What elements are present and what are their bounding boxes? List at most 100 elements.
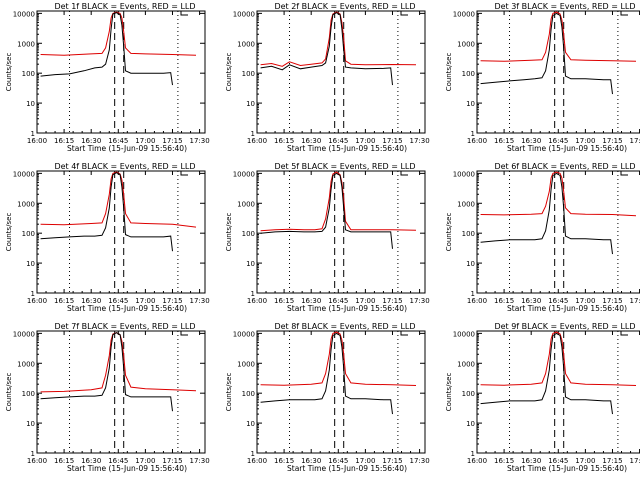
x-tick-label: 17:15 <box>162 137 182 145</box>
x-tick-label: 17:00 <box>355 137 375 145</box>
y-axis-label: Counts/sec <box>445 213 453 252</box>
x-tick-label: 16:30 <box>521 297 541 305</box>
plot-frame <box>36 330 206 454</box>
x-tick-label: 17:30 <box>409 137 429 145</box>
x-tick-label: 16:15 <box>54 137 74 145</box>
lld-series-line <box>40 11 197 56</box>
plot-frame <box>36 170 206 294</box>
y-tick-label: 1 <box>471 130 475 138</box>
y-tick-label: 100 <box>242 70 255 78</box>
panel-title: Det 4f BLACK = Events, RED = LLD <box>54 162 195 171</box>
x-tick-label: 16:45 <box>548 297 568 305</box>
panel-title: Det 5f BLACK = Events, RED = LLD <box>274 162 415 171</box>
y-axis-label: Counts/sec <box>225 213 233 252</box>
x-axis-label: Start Time (15-Jun-09 15:56:40) <box>287 144 407 153</box>
panel-title: Det 7f BLACK = Events, RED = LLD <box>54 322 195 331</box>
y-tick-label: 10000 <box>453 330 475 338</box>
x-tick-label: 17:30 <box>629 137 640 145</box>
y-axis-label: Counts/sec <box>445 53 453 92</box>
lld-series-line <box>260 11 417 67</box>
y-tick-label: 10000 <box>13 10 35 18</box>
y-tick-label: 1 <box>251 450 255 458</box>
x-tick-label: 16:15 <box>494 137 514 145</box>
y-tick-label: 1000 <box>17 360 35 368</box>
x-tick-label: 17:15 <box>382 137 402 145</box>
events-series-line <box>40 332 173 412</box>
plot-frame <box>256 330 426 454</box>
x-tick-label: 17:15 <box>602 137 622 145</box>
y-tick-label: 10000 <box>453 10 475 18</box>
y-tick-label: 100 <box>22 70 35 78</box>
plot-frame <box>36 10 206 134</box>
x-tick-label: 16:15 <box>274 297 294 305</box>
panel-title: Det 9f BLACK = Events, RED = LLD <box>494 322 635 331</box>
x-tick-label: 17:30 <box>189 137 209 145</box>
x-tick-label: 17:15 <box>382 457 402 465</box>
y-tick-label: 10 <box>246 260 255 268</box>
x-tick-label: 16:45 <box>548 457 568 465</box>
corner-mark <box>400 11 408 16</box>
y-tick-label: 100 <box>462 230 475 238</box>
x-tick-label: 16:45 <box>108 297 128 305</box>
panel-det-1: Det 1f BLACK = Events, RED = LLD 16:00 16:… <box>5 2 210 153</box>
x-tick-label: 16:45 <box>328 297 348 305</box>
corner-mark <box>400 331 408 336</box>
x-tick-label: 16:15 <box>494 457 514 465</box>
events-series-line <box>480 12 613 95</box>
lld-series-line <box>480 11 637 62</box>
x-tick-label: 16:00 <box>27 297 47 305</box>
lld-series-line <box>40 332 197 393</box>
panel-det-7: Det 7f BLACK = Events, RED = LLD 16:00 16:… <box>5 322 210 473</box>
x-tick-label: 16:30 <box>301 457 321 465</box>
x-tick-label: 17:15 <box>602 457 622 465</box>
x-tick-label: 17:00 <box>575 457 595 465</box>
x-tick-label: 17:00 <box>355 457 375 465</box>
x-tick-label: 16:00 <box>27 457 47 465</box>
x-tick-label: 16:00 <box>467 457 487 465</box>
y-tick-label: 1000 <box>457 360 475 368</box>
y-tick-label: 100 <box>462 70 475 78</box>
y-axis-label: Counts/sec <box>5 373 13 412</box>
panel-title: Det 8f BLACK = Events, RED = LLD <box>274 322 415 331</box>
x-tick-label: 17:00 <box>135 137 155 145</box>
corner-mark <box>620 171 628 176</box>
x-axis-label: Start Time (15-Jun-09 15:56:40) <box>507 144 627 153</box>
events-series-line <box>40 12 173 86</box>
y-tick-label: 100 <box>22 390 35 398</box>
panel-det-8: Det 8f BLACK = Events, RED = LLD 16:00 16:… <box>225 322 430 473</box>
lld-series-line <box>480 171 637 217</box>
x-tick-label: 17:30 <box>189 457 209 465</box>
x-tick-label: 16:45 <box>108 457 128 465</box>
x-tick-label: 17:00 <box>355 297 375 305</box>
plot-frame <box>256 170 426 294</box>
x-tick-label: 16:00 <box>247 297 267 305</box>
y-tick-label: 100 <box>242 230 255 238</box>
x-tick-label: 17:00 <box>135 297 155 305</box>
y-tick-label: 100 <box>242 390 255 398</box>
x-axis-label: Start Time (15-Jun-09 15:56:40) <box>67 304 187 313</box>
y-tick-label: 1 <box>251 130 255 138</box>
panel-det-9: Det 9f BLACK = Events, RED = LLD 16:00 16:… <box>445 322 640 473</box>
x-axis-label: Start Time (15-Jun-09 15:56:40) <box>287 464 407 473</box>
x-tick-label: 17:30 <box>409 457 429 465</box>
x-tick-label: 16:00 <box>467 137 487 145</box>
lld-series-line <box>40 171 197 228</box>
corner-mark <box>620 11 628 16</box>
x-tick-label: 17:00 <box>575 297 595 305</box>
events-series-line <box>260 332 393 415</box>
panel-det-4: Det 4f BLACK = Events, RED = LLD 16:00 16:… <box>5 162 210 313</box>
y-tick-label: 1 <box>471 290 475 298</box>
y-tick-label: 1000 <box>237 360 255 368</box>
panel-title: Det 6f BLACK = Events, RED = LLD <box>494 162 635 171</box>
x-tick-label: 17:30 <box>409 297 429 305</box>
x-tick-label: 16:30 <box>301 137 321 145</box>
x-axis-label: Start Time (15-Jun-09 15:56:40) <box>507 304 627 313</box>
y-tick-label: 1000 <box>237 200 255 208</box>
y-tick-label: 10 <box>26 260 35 268</box>
x-tick-label: 16:45 <box>328 137 348 145</box>
y-tick-label: 100 <box>462 390 475 398</box>
panel-title: Det 3f BLACK = Events, RED = LLD <box>494 2 635 11</box>
y-tick-label: 1000 <box>457 40 475 48</box>
x-tick-label: 16:00 <box>247 457 267 465</box>
